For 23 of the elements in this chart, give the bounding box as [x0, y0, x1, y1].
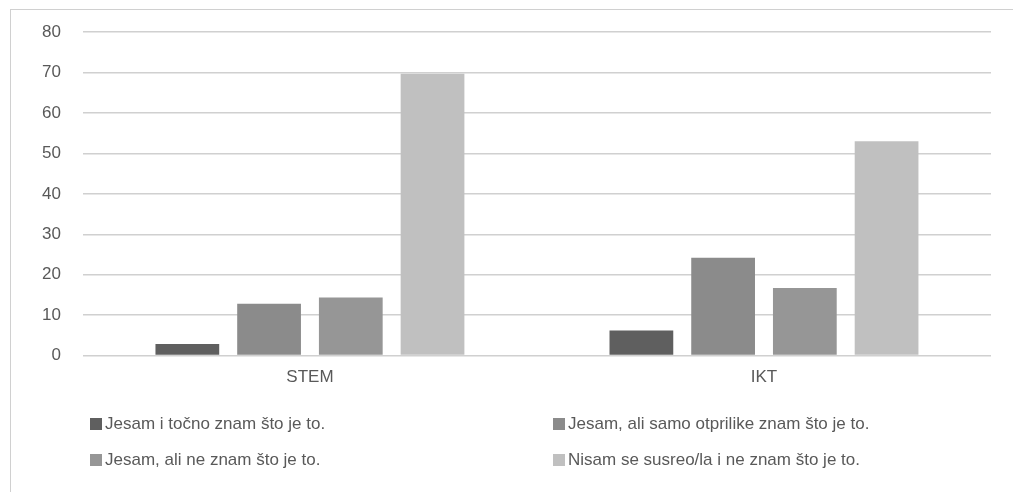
y-tick-label: 10 [41, 304, 61, 324]
y-tick-label: 50 [41, 143, 61, 163]
x-tick-label: STEM [286, 367, 334, 387]
bar [691, 257, 755, 355]
legend-label: Nisam se susreo/la i ne znam što je to. [568, 450, 860, 470]
x-tick-label: IKT [750, 367, 778, 387]
bar [772, 288, 837, 355]
y-tick-label: 0 [51, 345, 61, 365]
bar [400, 73, 465, 355]
legend-label: Jesam, ali ne znam što je to. [105, 450, 321, 470]
bar [854, 141, 919, 355]
legend-label: Jesam, ali samo otprilike znam što je to. [568, 414, 870, 434]
bar [155, 343, 220, 355]
y-tick-label: 70 [41, 62, 61, 82]
y-tick-label: 30 [41, 224, 61, 244]
y-tick-label: 40 [41, 183, 61, 203]
y-tick-label: 60 [41, 102, 61, 122]
y-tick-label: 80 [41, 21, 61, 41]
y-tick-label: 20 [41, 264, 61, 284]
legend-label: Jesam i točno znam što je to. [105, 414, 326, 434]
bar [609, 330, 674, 355]
bar [237, 303, 301, 355]
bar [318, 297, 383, 355]
